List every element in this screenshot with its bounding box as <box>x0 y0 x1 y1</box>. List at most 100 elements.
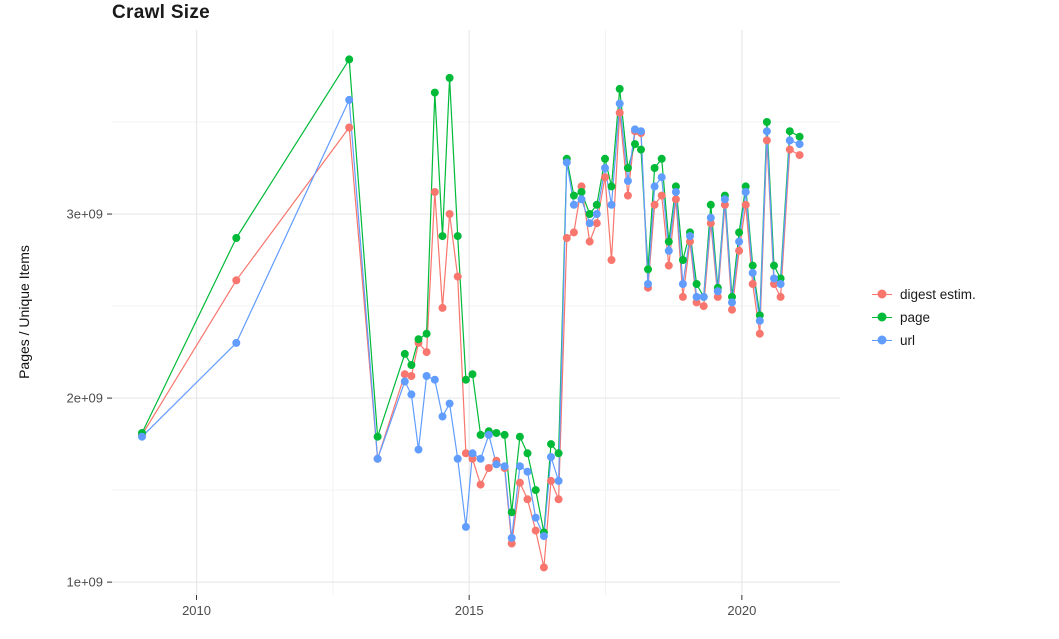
series-point-url <box>138 432 146 441</box>
series-point-url <box>500 462 509 471</box>
series-point-page <box>345 55 354 64</box>
series-point-url <box>453 454 462 463</box>
series-point-digest-estim <box>476 480 485 489</box>
series-point-page <box>644 265 652 274</box>
series-point-url <box>706 213 715 222</box>
series-point-page <box>523 449 532 458</box>
series-point-page <box>468 370 477 379</box>
series-point-digest-estim <box>430 188 439 196</box>
series-point-digest-estim <box>706 219 715 228</box>
legend-label: digest estim. <box>900 286 976 302</box>
series-point-page <box>748 261 757 270</box>
series-point-url <box>741 188 750 196</box>
series-point-digest-estim <box>615 108 624 117</box>
series-point-url <box>539 532 548 541</box>
series-point-page <box>671 182 680 191</box>
series-point-page <box>438 232 447 241</box>
series-point-url <box>592 210 601 218</box>
series-point-url <box>755 316 764 325</box>
series-point-url <box>547 453 555 461</box>
series-point-digest-estim <box>741 200 750 209</box>
series-point-url <box>562 158 571 167</box>
series-point-page <box>547 440 555 449</box>
series-point-digest-estim <box>531 526 540 535</box>
series-point-url <box>650 182 659 191</box>
series-point-page <box>232 234 241 242</box>
series-point-digest-estim <box>657 191 666 200</box>
series-point-page <box>400 349 409 358</box>
series-point-page <box>531 486 540 495</box>
legend-item-url: url <box>872 330 976 350</box>
series-point-page <box>461 375 470 384</box>
series-point-page <box>407 361 416 369</box>
series-line-url <box>141 99 801 539</box>
y-tick-label: 3e+09 <box>66 207 103 222</box>
series-point-page <box>414 335 423 344</box>
legend: digest estim. page url <box>872 284 976 350</box>
series-point-page <box>453 232 462 241</box>
series-point-digest-estim <box>762 136 771 145</box>
series-point-digest-estim <box>232 276 241 285</box>
series-point-url <box>445 399 454 408</box>
series-point-page <box>615 84 624 93</box>
series-line-digest-estim <box>141 112 801 569</box>
series-point-digest-estim <box>407 372 416 380</box>
series-point-page <box>500 430 509 439</box>
series-point-page <box>445 73 454 82</box>
series-point-page <box>755 311 764 320</box>
y-tick-label: 1e+09 <box>66 575 103 590</box>
series-point-page <box>585 210 594 218</box>
series-point-url <box>735 237 744 246</box>
series-point-url <box>422 372 431 380</box>
series-point-url <box>531 513 540 522</box>
series-point-url <box>631 125 639 134</box>
legend-label: page <box>900 309 931 325</box>
series-point-url <box>637 127 645 136</box>
series-point-page <box>607 182 616 191</box>
series-point-digest-estim <box>735 246 744 255</box>
series-point-digest-estim <box>539 563 548 572</box>
series-point-page <box>623 164 632 172</box>
series-point-url <box>623 176 632 185</box>
series-point-url <box>468 449 477 458</box>
series-point-url <box>492 460 501 469</box>
series-point-digest-estim <box>713 292 722 301</box>
series-point-page <box>577 188 586 196</box>
series-point-page <box>735 228 744 237</box>
series-point-url <box>373 454 382 463</box>
series-point-page <box>741 182 750 191</box>
series-point-url <box>671 188 680 196</box>
series-point-digest-estim <box>678 292 687 301</box>
series-point-url <box>585 219 594 228</box>
series-point-digest-estim <box>664 261 673 270</box>
series-point-digest-estim <box>554 495 563 504</box>
series-point-digest-estim <box>607 256 616 264</box>
series-point-url <box>795 140 804 149</box>
series-point-url <box>430 375 439 384</box>
series-point-page <box>795 132 804 141</box>
series-point-page <box>776 274 785 283</box>
series-point-page <box>601 154 609 163</box>
series-point-url <box>728 298 736 307</box>
series-point-url <box>407 390 416 399</box>
series-point-url <box>785 136 794 145</box>
series-point-url <box>713 287 722 296</box>
series-point-url <box>678 280 687 288</box>
series-point-digest-estim <box>728 305 736 314</box>
series-point-page <box>637 145 645 154</box>
series-point-url <box>607 200 616 209</box>
series-point-digest-estim <box>507 539 516 548</box>
series-point-url <box>554 476 563 485</box>
series-point-page <box>476 430 485 439</box>
series-point-digest-estim <box>547 476 555 485</box>
series-point-digest-estim <box>686 237 694 246</box>
series-point-digest-estim <box>699 302 708 311</box>
series-point-digest-estim <box>650 200 659 209</box>
series-point-page <box>569 191 578 200</box>
x-tick-label: 2010 <box>182 603 211 618</box>
legend-label: url <box>900 332 916 348</box>
series-point-url <box>664 246 673 255</box>
series-point-url <box>414 445 423 454</box>
